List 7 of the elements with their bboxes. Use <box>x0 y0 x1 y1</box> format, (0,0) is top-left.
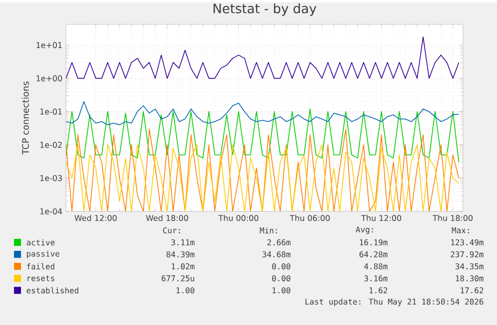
line-series <box>66 128 460 212</box>
line-series <box>66 108 460 162</box>
line-series <box>66 101 460 126</box>
line-series <box>66 144 460 212</box>
y-axis-title: TCP connections <box>22 81 29 154</box>
chart-title: Netstat - by day <box>214 3 316 16</box>
line-series <box>66 36 460 79</box>
